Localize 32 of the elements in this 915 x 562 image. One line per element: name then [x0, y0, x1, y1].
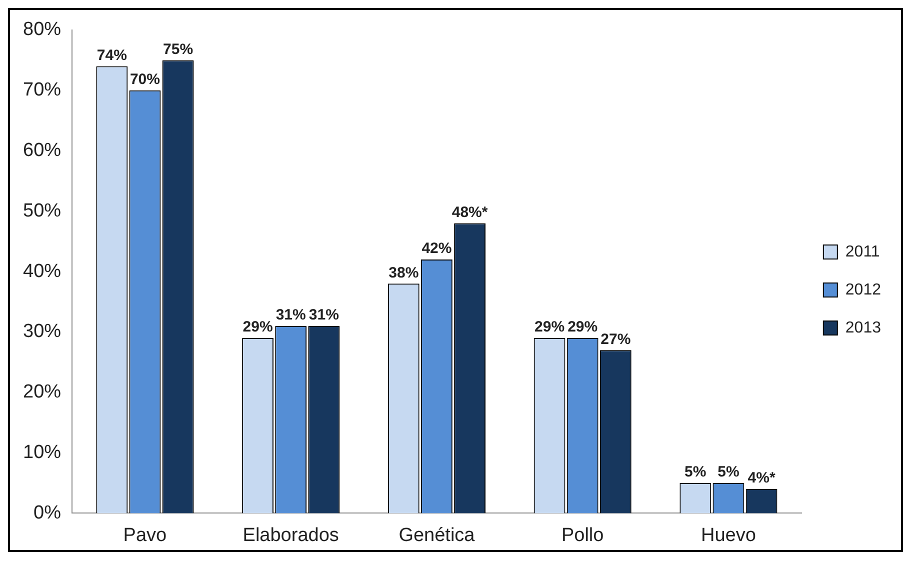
data-label: 4%* — [748, 470, 776, 487]
legend-label: 2011 — [845, 243, 880, 260]
y-tick-label: 40% — [22, 260, 62, 282]
y-tick-label: 10% — [22, 442, 62, 464]
y-tick-label: 60% — [22, 140, 62, 162]
y-tick-label: 20% — [22, 382, 62, 403]
y-tick-label: 50% — [22, 200, 62, 222]
legend-label: 2012 — [845, 281, 882, 298]
data-label: 75% — [163, 40, 194, 58]
data-label: 74% — [96, 46, 127, 64]
data-label: 29% — [568, 318, 598, 336]
data-label: 48%* — [452, 204, 488, 221]
data-label: 27% — [600, 330, 631, 348]
x-tick-label: Pavo — [123, 524, 167, 546]
data-label: 42% — [422, 240, 452, 258]
data-label: 38% — [388, 264, 419, 282]
x-tick-label: Pollo — [561, 524, 604, 546]
x-tick-label: Huevo — [701, 524, 756, 546]
y-tick-label: 70% — [22, 80, 62, 101]
data-label: 5% — [718, 464, 740, 481]
x-tick-label: Elaborados — [242, 524, 339, 546]
data-label: 31% — [308, 306, 339, 324]
data-label: 29% — [242, 318, 273, 336]
data-label: 29% — [534, 318, 565, 336]
y-tick-label: 0% — [34, 502, 62, 524]
y-tick-label: 30% — [22, 321, 62, 342]
data-label: 31% — [276, 306, 306, 324]
data-label: 70% — [130, 71, 160, 88]
y-tick-label: 80% — [22, 19, 62, 40]
legend-label: 2013 — [845, 319, 882, 336]
data-label: 5% — [684, 464, 706, 481]
x-tick-label: Genética — [398, 524, 476, 546]
